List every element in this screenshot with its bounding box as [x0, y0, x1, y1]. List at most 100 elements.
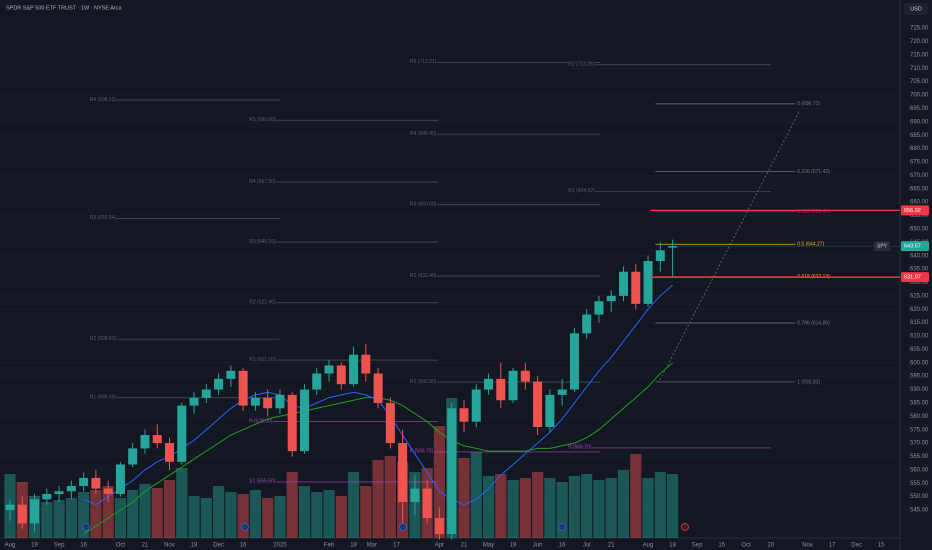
x-tick-label: 18 [669, 543, 676, 549]
volume-bar [347, 472, 360, 538]
candle-body [324, 365, 334, 374]
y-tick-label: 585.00 [910, 401, 929, 407]
candle-body [643, 261, 653, 304]
x-tick-label: Oct [742, 543, 752, 549]
y-tick-label: 600.00 [910, 360, 929, 366]
price-tag-label: 643.57 [904, 244, 921, 250]
candle-body [299, 389, 309, 452]
candle-body [447, 408, 457, 535]
volume-bar [544, 478, 556, 538]
y-tick-label: 635.00 [910, 267, 929, 273]
dividend-icon[interactable] [82, 523, 90, 531]
fib-label: 0.236 (671.42) [797, 169, 830, 175]
volume-bar [53, 500, 65, 538]
x-tick-label: Jun [533, 543, 543, 549]
candle-body [508, 370, 518, 401]
volume-bar [654, 472, 666, 538]
volume-bar [151, 488, 163, 538]
candle-body [422, 488, 432, 519]
currency-button[interactable] [904, 3, 928, 15]
candle-body [152, 435, 162, 444]
volume-bar [482, 476, 495, 538]
y-tick-label: 640.00 [910, 253, 929, 259]
candle-body [42, 493, 52, 500]
candle-body [496, 378, 506, 401]
y-tick-label: 725.00 [910, 26, 929, 32]
candle-body [54, 491, 64, 494]
volume-bar [127, 490, 139, 538]
pivot-label: R2 (711.28) [568, 62, 594, 68]
candle-body [103, 488, 113, 494]
candle-body [275, 394, 285, 409]
dividend-icon[interactable] [241, 523, 249, 531]
x-tick-label: Mar [367, 543, 377, 549]
candle-body [30, 499, 40, 524]
y-tick-label: 615.00 [910, 320, 929, 326]
candle-body [189, 397, 199, 406]
candle-body [594, 301, 604, 315]
price-tag-label: 656.92 [904, 208, 921, 214]
candle-body [606, 295, 616, 302]
candle-body [263, 397, 273, 409]
pivot-label: R3 (653.94) [90, 215, 117, 221]
dividend-icon[interactable] [558, 523, 566, 531]
candle-body [533, 381, 543, 428]
y-tick-label: 560.00 [910, 467, 929, 473]
candle-body [484, 378, 494, 390]
candle-body [619, 271, 628, 296]
volume-bar [262, 498, 274, 538]
pivot-label: R2 (632.40) [410, 273, 437, 279]
volume-bar [568, 476, 581, 538]
pivot-label: S1 (555.50) [249, 479, 275, 485]
fib-label: 0.786 (614.85) [797, 320, 830, 326]
y-tick-label: 655.00 [910, 213, 929, 219]
y-tick-label: 575.00 [910, 427, 929, 433]
y-tick-label: 710.00 [910, 66, 929, 72]
x-tick-label: Aug [643, 543, 654, 549]
x-tick-label: 21 [608, 543, 615, 549]
volume-bar [102, 486, 114, 538]
y-tick-label: 680.00 [910, 146, 929, 152]
volume-bar [519, 478, 531, 538]
volume-bar [581, 474, 593, 538]
volume-bar [642, 478, 654, 538]
x-tick-label: 18 [350, 543, 357, 549]
volume-bar [114, 498, 127, 538]
earnings-icon[interactable] [681, 523, 689, 531]
x-tick-label: May [483, 543, 494, 549]
volume-bar [532, 472, 544, 538]
candle-body [66, 485, 76, 492]
currency[interactable]: USD [910, 6, 922, 12]
volume-bar [176, 468, 188, 538]
x-tick-label: 19 [510, 543, 517, 549]
y-tick-label: 660.00 [910, 200, 929, 206]
x-tick-label: Apr [435, 543, 444, 549]
fib-label: 0.5 (644.27) [797, 242, 824, 248]
candle-body [250, 397, 260, 406]
pivot-label: R4 (698.12) [90, 97, 117, 103]
dividend-icons [82, 523, 689, 531]
volume-bar [78, 492, 90, 538]
fib-label: 0.382 (656.41) [797, 209, 830, 215]
volume-bar [605, 478, 617, 538]
y-tick-label: 705.00 [910, 79, 929, 85]
x-tick-label: 19 [31, 543, 38, 549]
price-tag [901, 205, 929, 216]
x-tick-label: 18 [191, 543, 198, 549]
volume-bar [311, 492, 323, 538]
y-tick-label: 695.00 [910, 106, 929, 112]
y-tick-label: 670.00 [910, 173, 929, 179]
y-tick-label: 545.00 [910, 508, 929, 514]
pivot-label: R1 (592.80) [410, 379, 437, 385]
dividend-icon[interactable] [399, 523, 407, 531]
candle-body [398, 443, 408, 502]
pivot-label: R1 (601.00) [249, 357, 276, 363]
volume-bar [593, 480, 605, 538]
pivot-label: P (566.70) [410, 449, 434, 455]
pivot-label: P (568.20) [568, 445, 592, 451]
fib-label: 1 (592.83) [797, 379, 820, 385]
candle-body [177, 405, 187, 462]
x-tick-label: Oct [116, 543, 126, 549]
volume-bar [286, 472, 298, 538]
y-tick-label: 590.00 [910, 387, 929, 393]
